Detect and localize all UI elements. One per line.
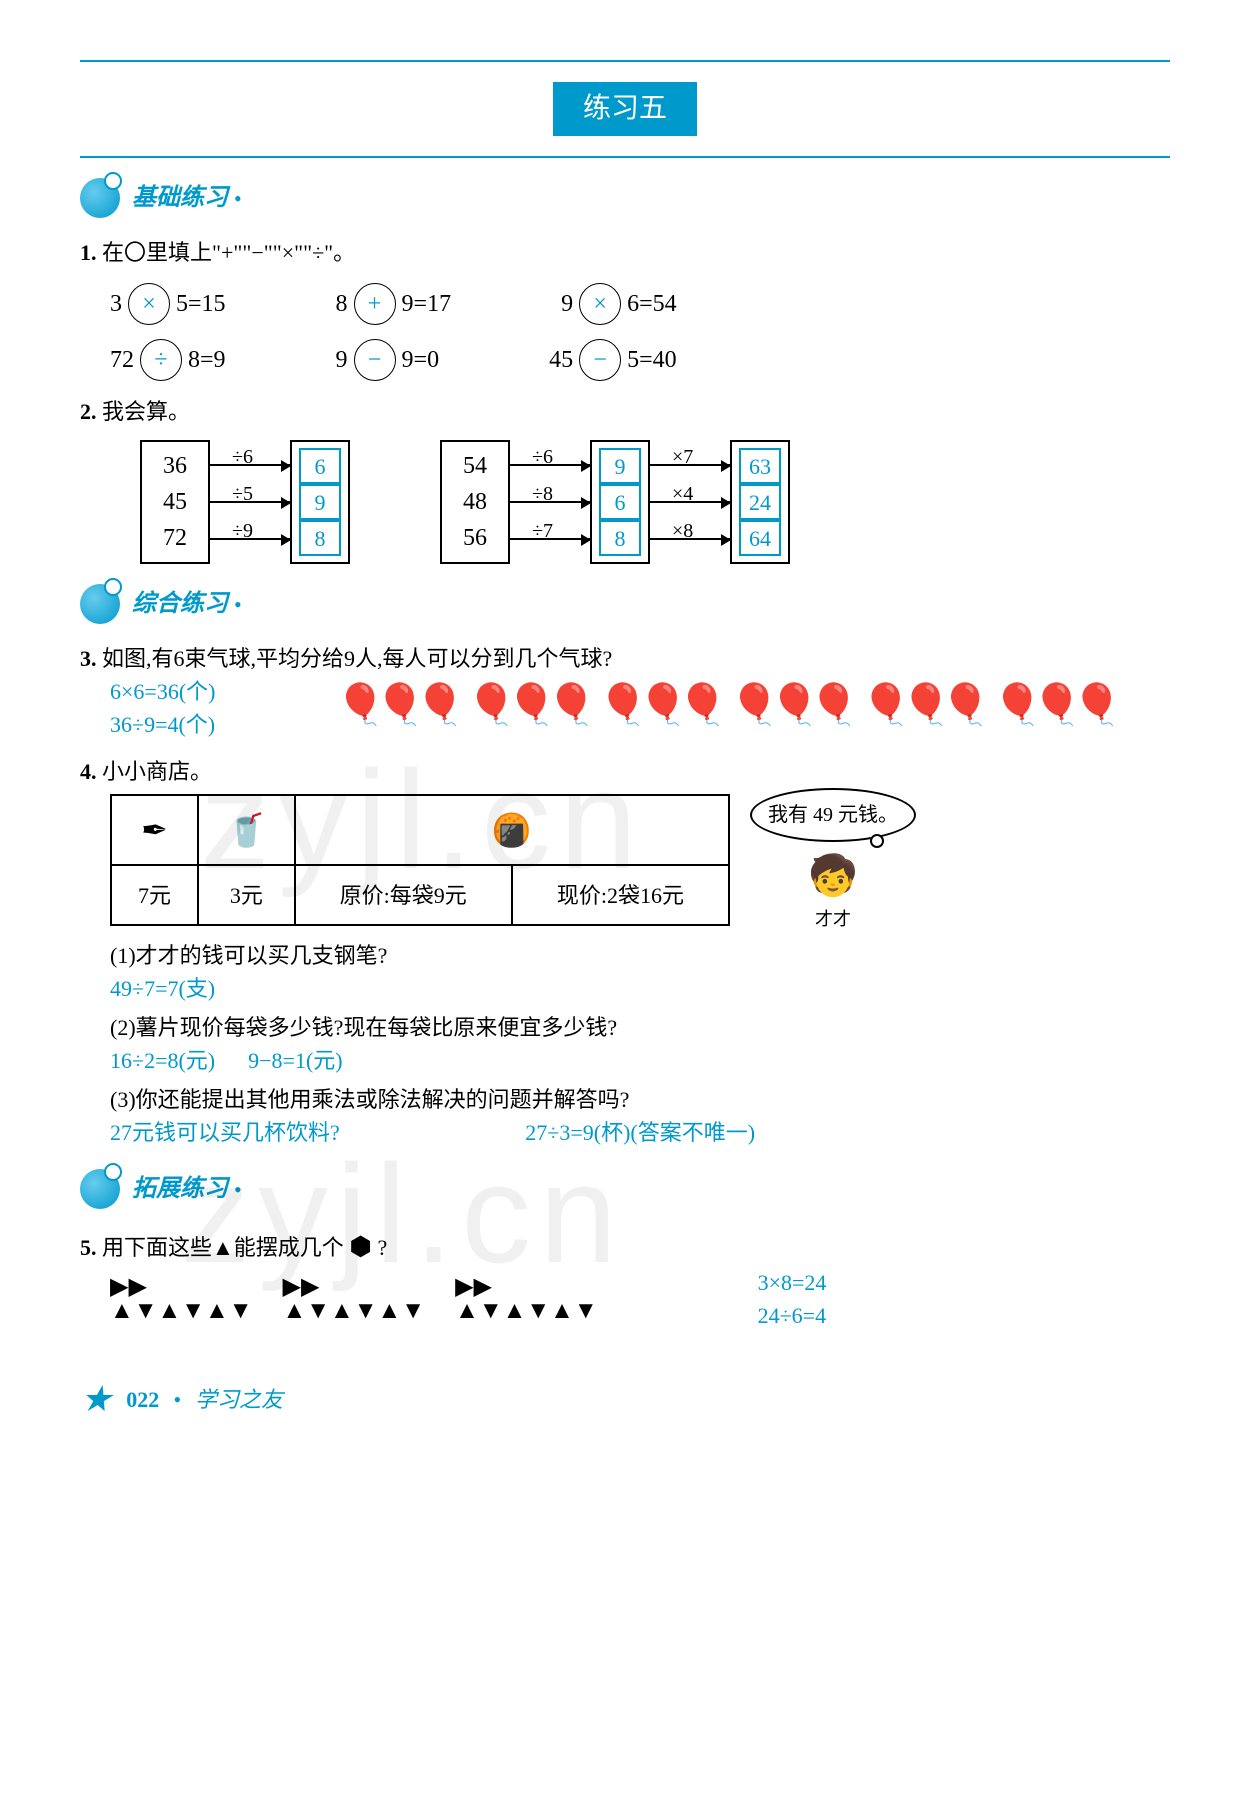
q1-item-3: 72 ÷ 8=9 [110, 339, 226, 381]
section-basic: 基础练习 • [80, 178, 1170, 218]
q1-num: 1. [80, 240, 97, 265]
q1-item-4: 9 − 9=0 [336, 339, 440, 381]
dot-icon: • [234, 1173, 242, 1206]
question-5: 5. 用下面这些▲能摆成几个 ⬢ ? ▶▶▲▼▲▼▲▼ ▶▶▲▼▲▼▲▼ ▶▶▲… [80, 1227, 1170, 1332]
op-circle: + [354, 283, 396, 325]
q4-sub3: (3)你还能提出其他用乘法或除法解决的问题并解答吗? [110, 1083, 1170, 1116]
answer-box: 8 [299, 520, 341, 556]
hexagon-icon: ⬢ [349, 1232, 372, 1261]
q1-text: 在〇里填上"+""−""×""÷"。 [102, 240, 355, 265]
q1-item-0: 3 × 5=15 [110, 283, 226, 325]
price-chips-orig: 原价:每袋9元 [295, 865, 512, 925]
q1-item-1: 8 + 9=17 [336, 283, 452, 325]
chips-icon: 🍘 [295, 795, 729, 865]
q4-sub2-ans: 16÷2=8(元) 9−8=1(元) [110, 1044, 1170, 1077]
q4-sub1: (1)才才的钱可以买几支钢笔? [110, 939, 1170, 972]
triangle-groups: ▶▶▲▼▲▼▲▼ ▶▶▲▼▲▼▲▼ ▶▶▲▼▲▼▲▼ [110, 1275, 598, 1323]
q4-sub1-ans: 49÷7=7(支) [110, 972, 1170, 1005]
answer-box: 6 [299, 448, 341, 484]
q3-ans2: 36÷9=4(个) [110, 708, 215, 741]
dot-icon: • [234, 182, 242, 215]
star-icon: ★ [80, 1372, 112, 1426]
q4-text: 小小商店。 [102, 759, 212, 784]
q5-num: 5. [80, 1235, 97, 1260]
q5-text-pre: 用下面这些▲能摆成几个 [102, 1235, 344, 1260]
bullet-icon [80, 1169, 120, 1209]
top-rule [80, 60, 1170, 62]
q1-item-2: 9 × 6=54 [561, 283, 677, 325]
answer-box: 63 [739, 448, 781, 484]
answer-box: 8 [599, 520, 641, 556]
q5-ans2: 24÷6=4 [758, 1299, 827, 1332]
q3-text: 如图,有6束气球,平均分给9人,每人可以分到几个气球? [102, 646, 612, 671]
price-chips-now: 现价:2袋16元 [512, 865, 729, 925]
q3-ans1: 6×6=36(个) [110, 675, 215, 708]
section-ext-label: 拓展练习 [132, 1171, 228, 1207]
dot-icon: • [234, 588, 242, 621]
op-circle: × [128, 283, 170, 325]
balloon-icons: 🎈🎈🎈🎈🎈🎈 🎈🎈🎈🎈🎈🎈 🎈🎈🎈🎈🎈🎈 [335, 675, 1112, 735]
question-3: 3. 如图,有6束气球,平均分给9人,每人可以分到几个气球? 6×6=36(个)… [80, 642, 1170, 741]
op-circle: ÷ [140, 339, 182, 381]
q4-sub2: (2)薯片现价每袋多少钱?现在每袋比原来便宜多少钱? [110, 1011, 1170, 1044]
op-circle: − [579, 339, 621, 381]
q3-num: 3. [80, 646, 97, 671]
answer-box: 24 [739, 484, 781, 520]
bullet-icon [80, 178, 120, 218]
speech-bubble: 我有 49 元钱。 [750, 788, 916, 842]
answer-box: 64 [739, 520, 781, 556]
price-pen: 7元 [111, 865, 198, 925]
q5-ans1: 3×8=24 [758, 1266, 827, 1299]
section-extension: zyjl.cn 拓展练习 • [80, 1169, 1170, 1209]
footer-brand: 学习之友 [195, 1383, 283, 1416]
person-icon: 🧒 [808, 853, 858, 898]
sub-rule [80, 156, 1170, 158]
op-circle: × [579, 283, 621, 325]
answer-box: 9 [299, 484, 341, 520]
pen-icon: ✒ [111, 795, 198, 865]
q2-text: 我会算。 [102, 399, 190, 424]
drink-icon: 🥤 [198, 795, 295, 865]
op-circle: − [354, 339, 396, 381]
q1-item-5: 45 − 5=40 [549, 339, 677, 381]
section-basic-label: 基础练习 [132, 180, 228, 216]
question-1: 1. 在〇里填上"+""−""×""÷"。 3 × 5=15 8 + 9=17 … [80, 236, 1170, 381]
price-drink: 3元 [198, 865, 295, 925]
q4-sub3-ans: 27元钱可以买几杯饮料? 27÷3=9(杯)(答案不唯一) [110, 1116, 1170, 1149]
page-footer: ★ 022 • 学习之友 [80, 1372, 1170, 1426]
question-2: 2. 我会算。 36 45 72 ÷6 ÷5 ÷9 6 9 8 54 [80, 395, 1170, 564]
section-comp-label: 综合练习 [132, 586, 228, 622]
caicai-name: 才才 [815, 909, 851, 929]
page-number: 022 [126, 1383, 159, 1416]
bullet-icon [80, 584, 120, 624]
page-title: 练习五 [553, 82, 697, 136]
q2-left-block: 36 45 72 ÷6 ÷5 ÷9 6 9 8 [140, 440, 350, 564]
answer-box: 9 [599, 448, 641, 484]
caicai-character: 我有 49 元钱。 🧒 才才 [750, 788, 916, 933]
q2-right-block: 54 48 56 ÷6 ÷8 ÷7 9 6 8 ×7 ×4 ×8 63 24 [440, 440, 790, 564]
section-comprehensive: 综合练习 • [80, 584, 1170, 624]
q2-num: 2. [80, 399, 97, 424]
q4-num: 4. [80, 759, 97, 784]
q5-text-post: ? [377, 1235, 387, 1260]
question-4: zyjl.cn 4. 小小商店。 ✒ 🥤 🍘 7元 3元 原价:每袋9元 现价:… [80, 755, 1170, 1149]
answer-box: 6 [599, 484, 641, 520]
shop-table: ✒ 🥤 🍘 7元 3元 原价:每袋9元 现价:2袋16元 [110, 794, 730, 926]
